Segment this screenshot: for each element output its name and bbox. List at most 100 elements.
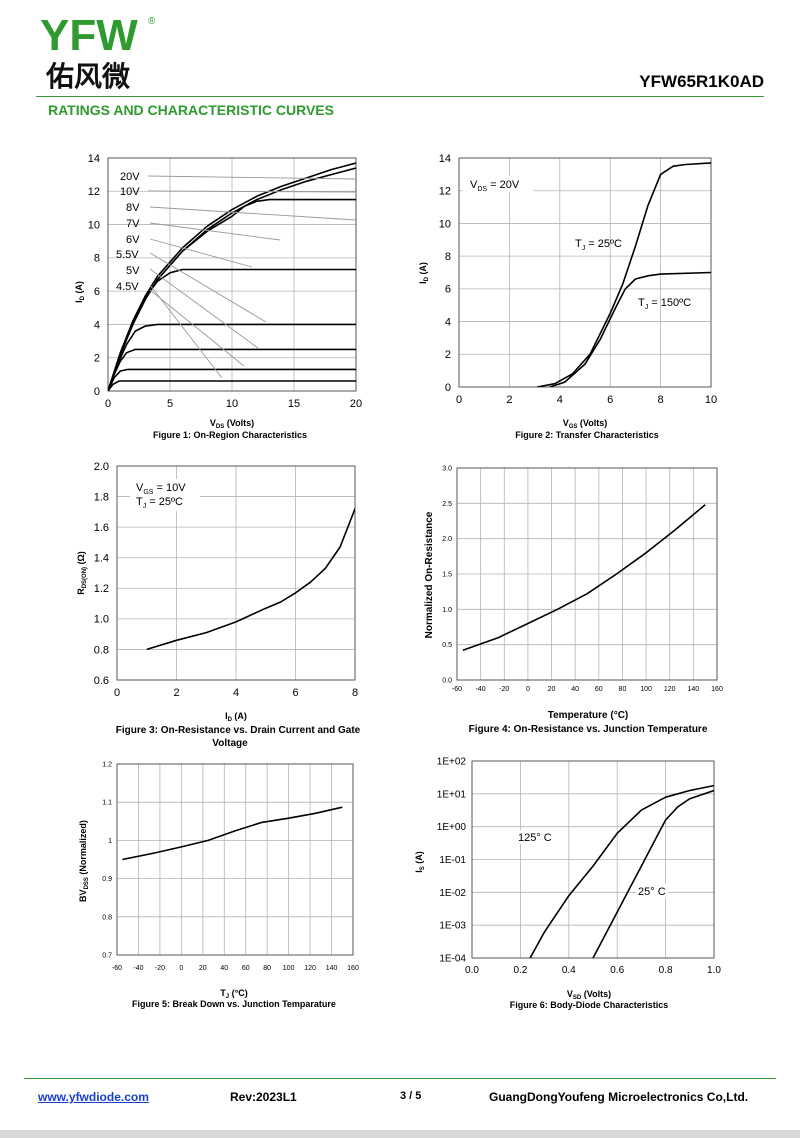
fig2-frame: [458, 157, 712, 388]
fig1-series-line-3: [108, 268, 356, 391]
fig2-xtick-label: 4: [557, 394, 563, 406]
fig3-ytick-label: 1.0: [94, 614, 109, 626]
fig3-xlabel: ID (A): [225, 711, 247, 723]
fig5-ytick-label: 1.2: [102, 761, 112, 768]
fig5-chart: -60 -40 -20 0 20 40 60 80 100 120 140 160 0.7 0.8 0.9 1…: [78, 761, 359, 1009]
fig3-xtick-label: 6: [292, 687, 298, 699]
fig6-xtick-label: 0.8: [659, 965, 673, 976]
fig5-series-line-0: [122, 806, 343, 861]
fig1-label-guides: [147, 175, 357, 379]
page-bottom-band: [0, 1130, 800, 1138]
fig2-chart: 0 2 4 6 8 10 0 2 4 6 8 10 12 14 VDS = 20V TJ = 25ºC T…: [418, 153, 717, 440]
fig1-ytick-label: 14: [88, 153, 100, 165]
fig6-plot-area: 0.0 0.2 0.4 0.6 0.8 1.0 1E-04 1E-03 1E-02 1E-01 1E…: [437, 757, 722, 977]
fig1-series-line-4: [108, 323, 356, 391]
fig5-xtick-label: -60: [112, 965, 122, 972]
fig4-xlabel: Temperature (°C): [548, 710, 629, 721]
fig4-xtick-label: 100: [640, 686, 652, 693]
fig4-xtick-label: 160: [711, 686, 723, 693]
fig4-ytick-label: 1.0: [442, 607, 452, 614]
fig2-annot-vds: VDS = 20V: [470, 179, 520, 193]
fig3-xtick-label: 4: [233, 687, 239, 699]
fig5-plot-area: -60 -40 -20 0 20 40 60 80 100 120 140 160 0.7 0.8 0.9 1…: [102, 761, 359, 972]
fig6-ytick-label: 1E+00: [437, 822, 467, 833]
fig3-annot-vgs: VGS = 10V: [136, 482, 186, 496]
fig6-ytick-label: 1E+01: [437, 789, 467, 800]
fig3-caption-line2: Voltage: [212, 738, 248, 749]
fig4-frame: [456, 467, 718, 681]
fig1-annot-5p5v: 5.5V: [116, 249, 139, 261]
fig5-xtick-label: 60: [242, 965, 250, 972]
fig1-series-line-6: [108, 368, 356, 391]
company-logo: YFW ® 佑风微: [38, 10, 158, 93]
figure-4: -60 -40 -20 0 20 40 60 80 100 120 140 160 0.0 0.5 1.0 1…: [400, 455, 800, 755]
fig4-series-line-0: [462, 504, 706, 652]
website-link[interactable]: www.yfwdiode.com: [38, 1090, 149, 1104]
fig6-series-line-0: [529, 784, 714, 958]
fig4-ytick-label: 0.5: [442, 642, 452, 649]
fig3-series-line-0: [146, 508, 355, 651]
figure-1: 0 5 10 15 20 0 2 4 6 8 10 12 14 20V 10V 8V 7V 6V 5.5…: [0, 140, 400, 445]
fig1-guide-line-2: [149, 206, 357, 221]
fig4-ytick-label: 2.0: [442, 536, 452, 543]
fig2-ytick-label: 0: [445, 382, 451, 394]
fig6-ylabel: IS (A): [414, 851, 426, 873]
fig6-ytick-label: 1E+02: [437, 757, 467, 768]
fig2-ytick-label: 14: [439, 153, 451, 165]
fig6-ytick-label: 1E-03: [439, 921, 466, 932]
fig3-ytick-label: 1.2: [94, 583, 109, 595]
fig1-ytick-label: 8: [94, 253, 100, 265]
fig5-xtick-label: 80: [263, 965, 271, 972]
fig1-ytick-label: 10: [88, 219, 100, 231]
fig4-xtick-label: 140: [688, 686, 700, 693]
fig6-annot-125-bg: [516, 830, 554, 844]
fig1-guide-line-0: [147, 175, 357, 180]
logo-chinese: 佑风微: [45, 60, 130, 90]
fig1-annot-5v: 5V: [126, 265, 140, 277]
fig1-ylabel: ID (A): [74, 281, 86, 303]
fig3-ytick-label: 2.0: [94, 461, 109, 473]
fig3-caption-line1: Figure 3: On-Resistance vs. Drain Curren…: [116, 725, 361, 736]
fig2-ylabel: ID (A): [418, 262, 430, 284]
fig6-chart: 0.0 0.2 0.4 0.6 0.8 1.0 1E-04 1E-03 1E-02 1E-01 1E…: [414, 757, 722, 1011]
fig1-guide-line-5: [149, 252, 267, 323]
fig4-xtick-label: -40: [476, 686, 486, 693]
fig5-xtick-label: -40: [133, 965, 143, 972]
fig3-xtick-label: 2: [173, 687, 179, 699]
fig2-caption: Figure 2: Transfer Characteristics: [515, 430, 659, 440]
fig5-ytick-label: 1: [108, 838, 112, 845]
fig1-xtick-label: 5: [167, 398, 173, 410]
revision-label: Rev:2023L1: [230, 1090, 297, 1104]
fig5-xtick-label: 160: [347, 965, 359, 972]
fig1-series-line-5: [108, 348, 356, 391]
fig2-xlabel: VGS (Volts): [563, 418, 608, 430]
fig1-ytick-label: 0: [94, 386, 100, 398]
fig6-xlabel: VSD (Volts): [567, 989, 611, 1001]
figure-5: -60 -40 -20 0 20 40 60 80 100 120 140 160 0.7 0.8 0.9 1…: [0, 755, 400, 1020]
fig4-xtick-label: 20: [548, 686, 556, 693]
fig1-chart: 0 5 10 15 20 0 2 4 6 8 10 12 14 20V 10V 8V 7V 6V 5.5…: [74, 153, 362, 440]
fig1-guide-line-4: [149, 238, 253, 268]
fig1-frame: [107, 157, 357, 392]
fig4-ytick-label: 1.5: [442, 571, 452, 578]
fig1-xtick-label: 15: [288, 398, 300, 410]
fig5-xtick-label: 0: [179, 965, 183, 972]
fig3-ylabel: RDS(ON) (Ω): [76, 551, 88, 595]
fig5-xtick-label: 40: [220, 965, 228, 972]
fig1-annot-7v: 7V: [126, 218, 140, 230]
fig6-ytick-label: 1E-01: [439, 855, 466, 866]
fig6-xtick-label: 1.0: [707, 965, 721, 976]
fig1-annot-10v: 10V: [120, 186, 140, 198]
fig4-xtick-label: 40: [571, 686, 579, 693]
fig2-series-line-1: [549, 271, 711, 387]
fig5-xtick-label: 20: [199, 965, 207, 972]
header-divider: [36, 96, 764, 97]
fig5-xtick-label: 140: [326, 965, 338, 972]
fig4-caption: Figure 4: On-Resistance vs. Junction Tem…: [469, 724, 708, 735]
fig5-xtick-label: 120: [304, 965, 316, 972]
fig5-caption: Figure 5: Break Down vs. Junction Tempar…: [132, 999, 336, 1009]
fig3-xtick-label: 0: [114, 687, 120, 699]
fig6-annot-25c: 25° C: [638, 886, 666, 898]
fig2-ytick-label: 6: [445, 284, 451, 296]
fig4-xtick-label: 60: [595, 686, 603, 693]
